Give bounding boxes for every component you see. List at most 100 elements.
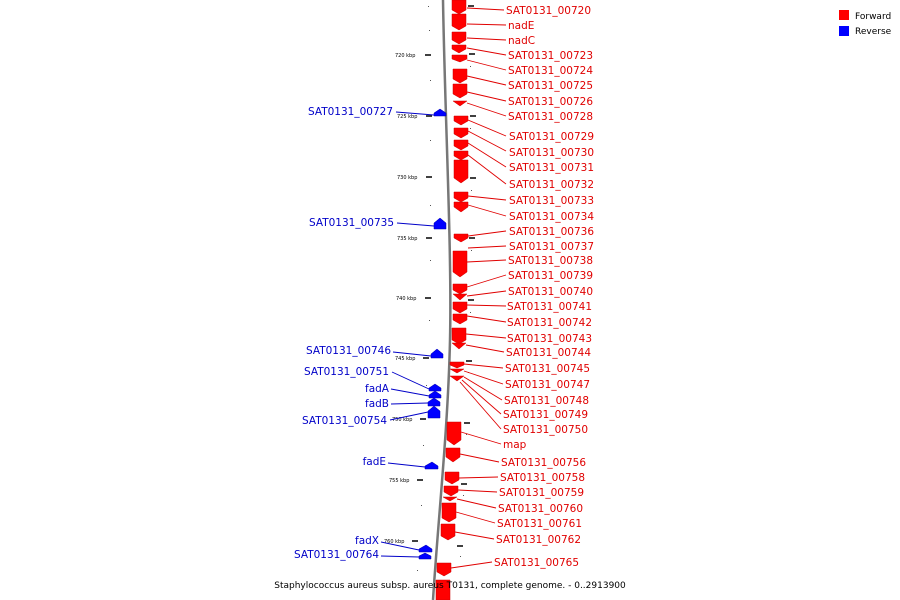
gene-block-sat0131-00736[interactable] <box>453 233 469 243</box>
gene-block-sat0131-00742[interactable] <box>452 313 468 325</box>
gene-label-sat0131-00720[interactable]: SAT0131_00720 <box>506 5 591 17</box>
gene-label-sat0131-00734[interactable]: SAT0131_00734 <box>509 211 594 223</box>
tick-label: 740 kbp <box>396 296 416 302</box>
gene-block-sat0131-00743[interactable] <box>451 327 467 345</box>
gene-label-nadc[interactable]: nadC <box>508 35 535 47</box>
gene-label-sat0131-00754[interactable]: SAT0131_00754 <box>302 415 387 427</box>
gene-label-sat0131-00725[interactable]: SAT0131_00725 <box>508 80 593 92</box>
tick-755: 755 kbp <box>389 478 423 484</box>
gene-block-nadc[interactable] <box>451 31 467 45</box>
gene-label-sat0131-00764[interactable]: SAT0131_00764 <box>294 549 379 561</box>
gene-block-sat0131-00739[interactable] <box>452 283 468 295</box>
gene-label-sat0131-00731[interactable]: SAT0131_00731 <box>509 162 594 174</box>
gene-block-sat0131-00764[interactable] <box>418 552 432 560</box>
gene-label-sat0131-00740[interactable]: SAT0131_00740 <box>508 286 593 298</box>
forward-leader-lines <box>450 7 507 569</box>
gene-block-sat0131-00727[interactable] <box>433 108 447 117</box>
gene-block-sat0131-00759[interactable] <box>443 485 459 497</box>
gene-label-sat0131-00732[interactable]: SAT0131_00732 <box>509 179 594 191</box>
gene-label-sat0131-00727[interactable]: SAT0131_00727 <box>308 106 393 118</box>
gene-label-sat0131-00750[interactable]: SAT0131_00750 <box>503 424 588 436</box>
tick-745: 745 kbp <box>395 356 429 362</box>
gene-label-sat0131-00748[interactable]: SAT0131_00748 <box>504 395 589 407</box>
gene-block-map[interactable] <box>446 421 462 446</box>
gene-label-sat0131-00741[interactable]: SAT0131_00741 <box>507 301 592 313</box>
gene-label-fadb[interactable]: fadB <box>365 398 389 410</box>
gene-block-fade[interactable] <box>424 461 439 470</box>
gene-label-sat0131-00739[interactable]: SAT0131_00739 <box>508 270 593 282</box>
gene-label-fadx[interactable]: fadX <box>355 535 379 547</box>
gene-label-sat0131-00726[interactable]: SAT0131_00726 <box>508 96 593 108</box>
gene-label-map[interactable]: map <box>503 439 527 451</box>
gene-block-sat0131-00725[interactable] <box>452 83 468 99</box>
gene-label-sat0131-00729[interactable]: SAT0131_00729 <box>509 131 594 143</box>
gene-label-sat0131-00743[interactable]: SAT0131_00743 <box>507 333 592 345</box>
gene-block-sat0131-00744[interactable] <box>451 342 467 350</box>
gene-label-sat0131-00737[interactable]: SAT0131_00737 <box>509 241 594 253</box>
gene-block-sat0131-00735[interactable] <box>433 217 447 230</box>
gene-label-sat0131-00735[interactable]: SAT0131_00735 <box>309 217 394 229</box>
legend-forward-swatch <box>839 10 849 20</box>
gene-label-sat0131-00758[interactable]: SAT0131_00758 <box>500 472 585 484</box>
gene-block-fadb[interactable] <box>427 397 441 407</box>
gene-label-sat0131-00761[interactable]: SAT0131_00761 <box>497 518 582 530</box>
gene-label-sat0131-00744[interactable]: SAT0131_00744 <box>506 347 591 359</box>
gene-block-sat0131-00758[interactable] <box>444 471 460 485</box>
gene-block-sat0131-00720[interactable] <box>451 0 467 15</box>
gene-block-sat0131-00741[interactable] <box>452 301 468 314</box>
gene-block-sat0131-00731[interactable] <box>453 150 469 161</box>
gene-label-sat0131-00749[interactable]: SAT0131_00749 <box>503 409 588 421</box>
gene-block-sat0131-00751[interactable] <box>428 383 442 392</box>
gene-block-fadx[interactable] <box>418 544 433 553</box>
gene-block-sat0131-00732[interactable] <box>453 159 469 184</box>
gene-label-sat0131-00736[interactable]: SAT0131_00736 <box>509 226 594 238</box>
gene-label-sat0131-00723[interactable]: SAT0131_00723 <box>508 50 593 62</box>
gene-label-sat0131-00742[interactable]: SAT0131_00742 <box>507 317 592 329</box>
gene-block-sat0131-00756[interactable] <box>445 447 461 463</box>
gene-label-sat0131-00730[interactable]: SAT0131_00730 <box>509 147 594 159</box>
gene-block-sat0131-00734[interactable] <box>453 201 469 213</box>
gene-block-sat0131-00766[interactable] <box>435 579 451 600</box>
gene-label-sat0131-00745[interactable]: SAT0131_00745 <box>505 363 590 375</box>
gene-label-sat0131-00760[interactable]: SAT0131_00760 <box>498 503 583 515</box>
gene-block-sat0131-00729[interactable] <box>453 127 469 139</box>
gene-block-sat0131-00747[interactable] <box>449 368 465 374</box>
tick-750: 750 kbp <box>392 417 426 423</box>
gene-block-sat0131-00748[interactable] <box>449 375 465 382</box>
gene-block-sat0131-00724[interactable] <box>452 68 468 84</box>
gene-label-fada[interactable]: fadA <box>365 383 390 395</box>
gene-label-sat0131-00765[interactable]: SAT0131_00765 <box>494 557 579 569</box>
gene-label-sat0131-00738[interactable]: SAT0131_00738 <box>508 255 593 267</box>
gene-block-sat0131-00765[interactable] <box>436 562 452 577</box>
gene-label-sat0131-00746[interactable]: SAT0131_00746 <box>306 345 391 357</box>
gene-block-sat0131-00760[interactable] <box>442 496 458 502</box>
gene-block-sat0131-00728[interactable] <box>453 115 469 126</box>
gene-block-sat0131-00745[interactable] <box>449 361 465 369</box>
gene-label-nade[interactable]: nadE <box>508 20 534 32</box>
gene-block-sat0131-00730[interactable] <box>453 139 469 151</box>
tick-label: 725 kbp <box>397 114 417 120</box>
reverse-leader-lines <box>380 111 435 558</box>
gene-label-sat0131-00724[interactable]: SAT0131_00724 <box>508 65 593 77</box>
gene-block-sat0131-00746[interactable] <box>430 348 444 359</box>
gene-block-sat0131-00738[interactable] <box>452 250 468 278</box>
gene-block-nade[interactable] <box>451 13 467 31</box>
reverse-gene-blocks <box>418 108 447 560</box>
gene-block-sat0131-00733[interactable] <box>453 191 469 203</box>
gene-label-sat0131-00762[interactable]: SAT0131_00762 <box>496 534 581 546</box>
gene-label-fade[interactable]: fadE <box>363 456 386 468</box>
gene-block-sat0131-00762[interactable] <box>440 523 456 541</box>
gene-label-sat0131-00747[interactable]: SAT0131_00747 <box>505 379 590 391</box>
gene-block-sat0131-00740[interactable] <box>452 293 468 301</box>
gene-label-sat0131-00728[interactable]: SAT0131_00728 <box>508 111 593 123</box>
gene-block-sat0131-00723b[interactable] <box>451 54 468 63</box>
gene-label-sat0131-00751[interactable]: SAT0131_00751 <box>304 366 389 378</box>
gene-label-sat0131-00759[interactable]: SAT0131_00759 <box>499 487 584 499</box>
gene-label-sat0131-00756[interactable]: SAT0131_00756 <box>501 457 586 469</box>
gene-block-sat0131-00761[interactable] <box>441 502 457 523</box>
gene-block-sat0131-00726[interactable] <box>452 100 468 107</box>
gene-block-sat0131-00723[interactable] <box>451 44 467 54</box>
gene-block-sat0131-00754[interactable] <box>427 405 441 419</box>
gene-block-fada[interactable] <box>428 390 442 399</box>
gene-label-sat0131-00733[interactable]: SAT0131_00733 <box>509 195 594 207</box>
